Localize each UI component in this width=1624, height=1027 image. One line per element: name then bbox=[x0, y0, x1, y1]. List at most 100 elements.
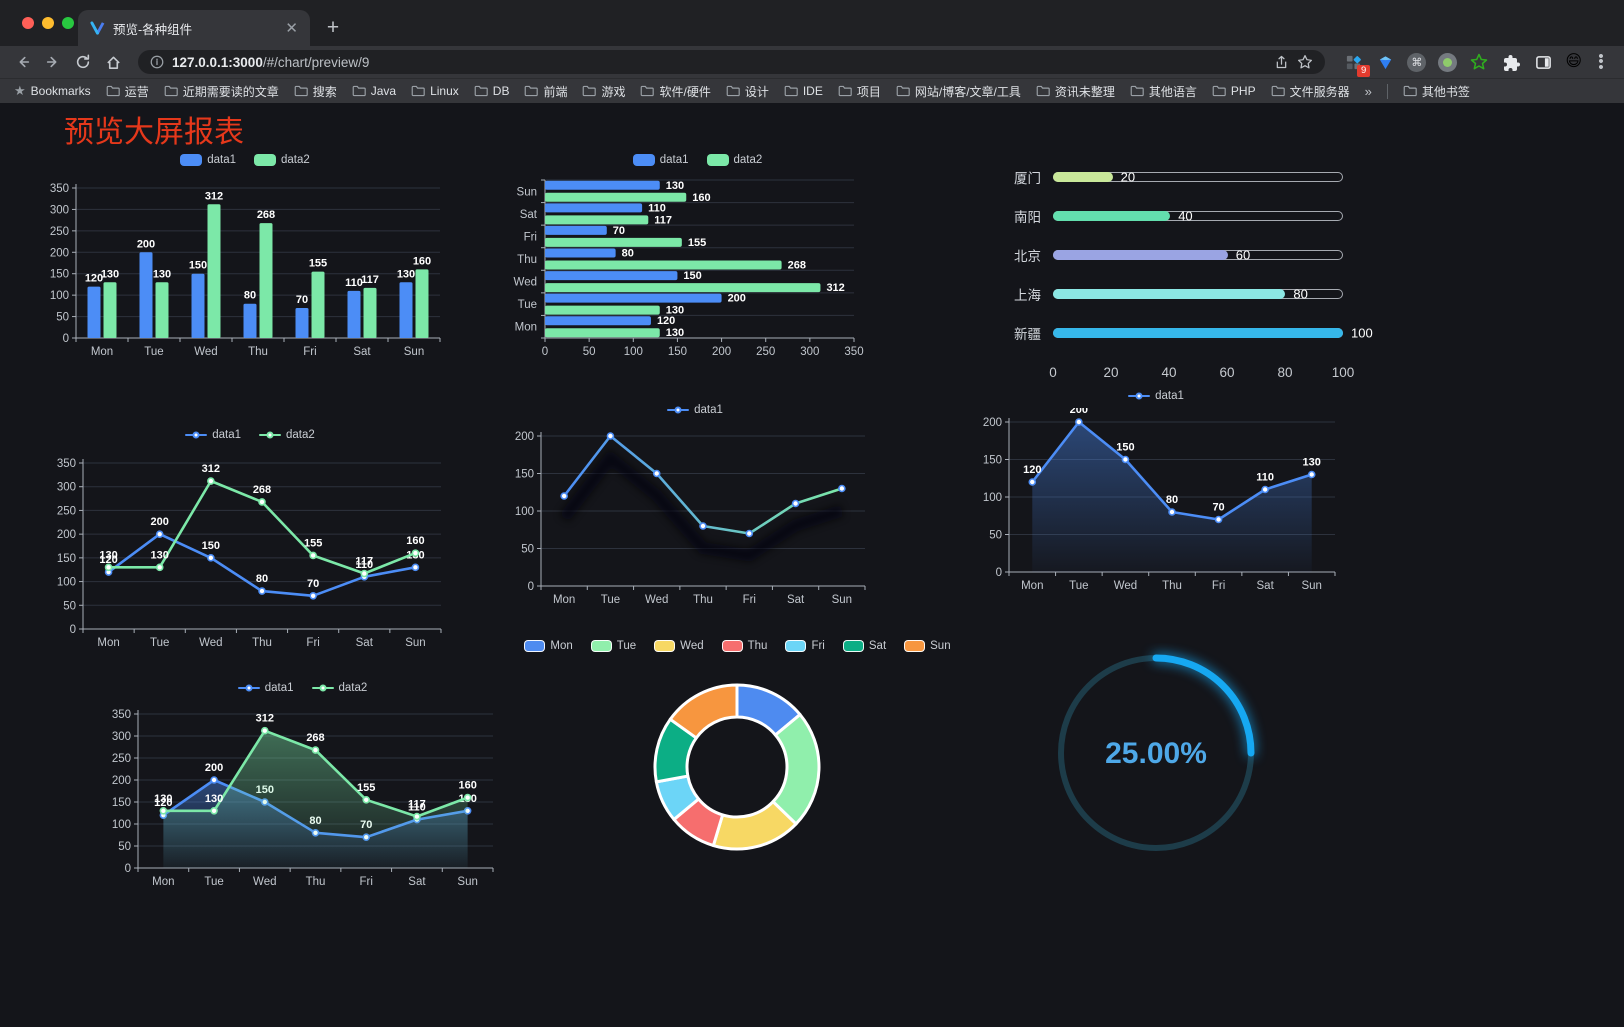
bookmark-item[interactable]: 资讯未整理 bbox=[1036, 83, 1115, 100]
back-button[interactable] bbox=[10, 49, 36, 75]
bookmark-item[interactable]: IDE bbox=[784, 83, 823, 100]
legend-item[interactable]: Sat bbox=[842, 640, 886, 652]
bookmark-item[interactable]: 其他语言 bbox=[1130, 83, 1197, 100]
bookmarks-overflow-chevron[interactable]: » bbox=[1364, 83, 1372, 99]
svg-text:80: 80 bbox=[1166, 494, 1178, 506]
svg-text:200: 200 bbox=[728, 293, 746, 305]
bookmark-item[interactable]: 软件/硬件 bbox=[640, 83, 711, 100]
area-line-chart[interactable]: data1 0 50 100 150 200 Mon Tue Wed Thu Fri Sat Sun 12… bbox=[965, 386, 1347, 605]
bookmark-item[interactable]: 网站/博客/文章/工具 bbox=[896, 83, 1021, 100]
svg-text:25.00%: 25.00% bbox=[1105, 737, 1207, 770]
progress-track: 20 bbox=[1053, 170, 1343, 185]
svg-text:110: 110 bbox=[355, 559, 373, 571]
legend-item[interactable]: data2 bbox=[311, 682, 367, 694]
legend-item[interactable]: Wed bbox=[654, 640, 704, 652]
gradient-line-chart[interactable]: data1 0 50 100 150 200 Mon Tue Wed Thu Fri Sat Sun bbox=[505, 400, 885, 619]
legend-item[interactable]: data1 bbox=[667, 404, 723, 416]
legend-item[interactable]: Fri bbox=[785, 640, 825, 652]
extensions-puzzle-icon[interactable] bbox=[1501, 52, 1521, 72]
tab-close-icon[interactable]: ✕ bbox=[285, 19, 298, 37]
svg-text:155: 155 bbox=[357, 782, 375, 794]
minimize-window-button[interactable] bbox=[42, 17, 54, 29]
legend-item[interactable]: data1 bbox=[185, 429, 241, 441]
extension-grid-icon[interactable]: 9 bbox=[1343, 52, 1371, 77]
close-window-button[interactable] bbox=[22, 17, 34, 29]
bookmark-star-icon[interactable] bbox=[1297, 54, 1313, 70]
zoom-window-button[interactable] bbox=[62, 17, 74, 29]
chart-legend: data1 data2 bbox=[45, 425, 455, 445]
svg-text:0: 0 bbox=[70, 624, 76, 636]
site-info-icon[interactable] bbox=[150, 55, 164, 69]
legend-label: data1 bbox=[264, 682, 294, 694]
svg-text:150: 150 bbox=[50, 269, 69, 281]
bookmark-item[interactable]: 设计 bbox=[726, 83, 769, 100]
legend-swatch bbox=[311, 684, 334, 692]
svg-text:Wed: Wed bbox=[514, 277, 537, 289]
other-bookmarks[interactable]: 其他书签 bbox=[1403, 83, 1470, 100]
legend-item[interactable]: data1 bbox=[180, 154, 236, 166]
bookmark-item[interactable]: 游戏 bbox=[582, 83, 625, 100]
url-bar[interactable]: 127.0.0.1:3000/#/chart/preview/9 bbox=[138, 50, 1326, 74]
legend-item[interactable]: data2 bbox=[706, 154, 762, 166]
legend-item[interactable]: Sun bbox=[904, 640, 951, 652]
svg-text:110: 110 bbox=[408, 802, 426, 814]
browser-tab[interactable]: 预览-各种组件 ✕ bbox=[78, 10, 310, 46]
bookmark-item[interactable]: Java bbox=[352, 83, 396, 100]
svg-text:Thu: Thu bbox=[1162, 580, 1182, 592]
legend-item[interactable]: data2 bbox=[259, 429, 315, 441]
forward-button[interactable] bbox=[40, 49, 66, 75]
svg-text:Tue: Tue bbox=[144, 346, 163, 358]
bookmarks-root[interactable]: ★ Bookmarks bbox=[14, 83, 91, 99]
bookmark-item[interactable]: 搜索 bbox=[294, 83, 337, 100]
svg-text:Thu: Thu bbox=[517, 254, 537, 266]
svg-text:Wed: Wed bbox=[199, 637, 222, 649]
extension-green-star-icon[interactable] bbox=[1469, 52, 1489, 72]
two-line-chart[interactable]: data1 data2 0 50 100 150 200 250 300 350 Mon Tue Wed… bbox=[45, 425, 455, 664]
reload-button[interactable] bbox=[70, 49, 96, 75]
legend-item[interactable]: data1 bbox=[237, 682, 294, 694]
svg-text:200: 200 bbox=[205, 762, 223, 774]
bookmark-item[interactable]: 近期需要读的文章 bbox=[164, 83, 279, 100]
svg-text:80: 80 bbox=[244, 290, 256, 302]
side-panel-icon[interactable] bbox=[1533, 52, 1553, 72]
legend-item[interactable]: Thu bbox=[721, 640, 767, 652]
two-area-line-chart[interactable]: data1 data2 0 50 100 150 200 250 300 350 Mon Tue Wed… bbox=[100, 678, 505, 903]
folder-icon bbox=[896, 85, 910, 97]
window-titlebar: 预览-各种组件 ✕ + bbox=[0, 0, 1624, 46]
bookmark-item[interactable]: 项目 bbox=[838, 83, 881, 100]
bookmark-label: Linux bbox=[430, 84, 459, 98]
legend-item[interactable]: Mon bbox=[524, 640, 573, 652]
svg-text:200: 200 bbox=[137, 238, 155, 250]
donut-chart[interactable]: Mon Tue Wed Thu Fri Sat Sun bbox=[524, 636, 951, 863]
svg-text:Sat: Sat bbox=[1257, 580, 1275, 592]
browser-menu-button[interactable]: • • • bbox=[1598, 48, 1604, 76]
profile-avatar[interactable]: 😄 bbox=[1565, 53, 1582, 70]
extension-record-icon[interactable] bbox=[1438, 52, 1458, 72]
home-button[interactable] bbox=[100, 49, 126, 75]
new-tab-button[interactable]: + bbox=[326, 16, 340, 39]
extension-gem-icon[interactable] bbox=[1375, 52, 1395, 72]
gauge-chart[interactable]: 25.00% bbox=[1048, 643, 1268, 863]
bookmark-label: 其他语言 bbox=[1148, 84, 1197, 99]
folder-icon bbox=[474, 85, 488, 97]
bookmark-item[interactable]: Linux bbox=[411, 83, 459, 100]
axis-tick-label: 60 bbox=[1219, 365, 1235, 380]
bookmark-item[interactable]: 文件服务器 bbox=[1271, 83, 1350, 100]
grouped-bar-chart[interactable]: data1 data2 0 50 100 150 200 250 300 350 Mon Tue Wed… bbox=[40, 150, 450, 369]
horizontal-bar-chart[interactable]: data1 data2 0 50 100 150 200 250 300 350 Sun 130 160… bbox=[505, 150, 890, 371]
share-icon[interactable] bbox=[1274, 55, 1289, 70]
extension-command-icon[interactable]: ⌘ bbox=[1407, 52, 1427, 72]
city-progress-chart[interactable]: 厦门 20 南阳 40 北京 60 上海 80 新疆 100 0 20 40 60 80 100 bbox=[985, 158, 1373, 383]
bookmark-item[interactable]: 运营 bbox=[106, 83, 149, 100]
svg-text:Thu: Thu bbox=[306, 876, 326, 888]
legend-item[interactable]: data2 bbox=[254, 154, 310, 166]
legend-item[interactable]: data1 bbox=[632, 154, 689, 166]
bookmark-item[interactable]: PHP bbox=[1212, 83, 1256, 100]
progress-track: 80 bbox=[1053, 287, 1343, 302]
bookmark-item[interactable]: 前端 bbox=[524, 83, 567, 100]
folder-icon bbox=[352, 85, 366, 97]
bookmark-item[interactable]: DB bbox=[474, 83, 509, 100]
svg-text:130: 130 bbox=[153, 268, 171, 280]
legend-item[interactable]: Tue bbox=[590, 640, 636, 652]
legend-item[interactable]: data1 bbox=[1128, 390, 1184, 402]
